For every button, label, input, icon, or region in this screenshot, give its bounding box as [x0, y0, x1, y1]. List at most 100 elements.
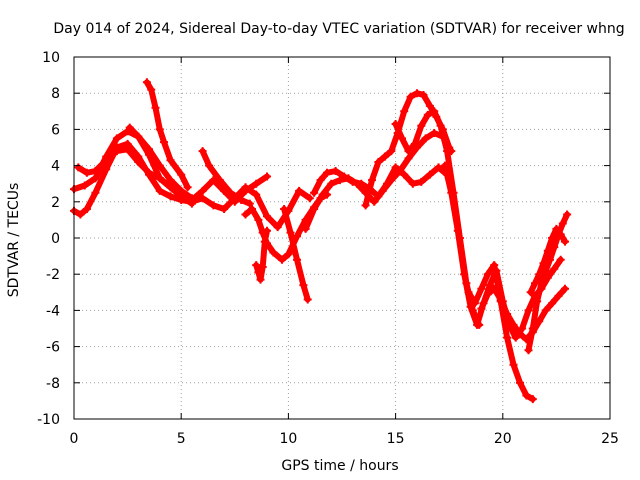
data-point-marker: [327, 179, 336, 188]
series-trace: [478, 285, 568, 343]
data-point-marker: [503, 310, 512, 318]
data-point-marker: [464, 288, 473, 297]
series-track-i: [280, 205, 312, 304]
data-point-marker: [198, 186, 207, 195]
data-point-marker: [490, 261, 499, 270]
data-point-marker: [417, 121, 426, 130]
data-point-marker: [82, 168, 91, 177]
data-point-marker: [348, 177, 357, 186]
data-point-marker: [91, 174, 100, 183]
data-point-marker: [421, 134, 430, 143]
data-point-marker: [331, 167, 340, 175]
data-point-marker: [340, 172, 349, 181]
data-point-marker: [102, 165, 111, 174]
data-point-marker: [509, 360, 518, 369]
data-point-marker: [561, 284, 569, 293]
series-track-e: [142, 78, 192, 192]
data-point-marker: [145, 145, 153, 154]
x-tick-label: 10: [279, 431, 297, 447]
series-track-d: [125, 123, 196, 203]
data-point-marker: [516, 378, 524, 387]
data-point-marker: [198, 194, 207, 203]
data-point-marker: [301, 224, 310, 233]
data-point-marker: [425, 101, 434, 110]
y-tick-label: -4: [46, 303, 60, 319]
data-point-marker: [357, 179, 366, 188]
data-point-marker: [516, 329, 524, 338]
y-tick-label: 8: [51, 86, 60, 102]
data-point-marker: [391, 163, 400, 172]
data-point-marker: [370, 197, 379, 206]
data-point-marker: [361, 201, 370, 210]
data-point-marker: [528, 324, 537, 333]
data-point-marker: [102, 156, 111, 165]
data-point-marker: [241, 210, 250, 219]
data-point-marker: [410, 139, 419, 148]
data-point-marker: [310, 188, 319, 197]
data-point-marker: [533, 297, 542, 306]
data-point-marker: [220, 205, 229, 213]
x-tick-label: 5: [177, 431, 186, 447]
data-point-marker: [254, 215, 263, 224]
data-point-marker: [477, 304, 486, 313]
data-point-marker: [561, 237, 569, 246]
x-tick-label: 20: [494, 431, 512, 447]
data-point-marker: [226, 188, 235, 197]
data-point-marker: [522, 391, 531, 400]
data-point-marker: [404, 147, 413, 156]
data-point-marker: [155, 125, 164, 134]
data-point-marker: [263, 212, 271, 221]
y-tick-labels: -10 -8 -6 -4 -2 0 2 4 6 8 10: [37, 50, 60, 428]
x-axis-label: GPS time / hours: [281, 458, 398, 474]
data-point-marker: [531, 279, 539, 288]
data-point-marker: [335, 176, 344, 185]
data-point-marker: [295, 186, 304, 195]
data-point-marker: [76, 210, 85, 219]
data-point-marker: [535, 270, 544, 279]
data-point-marker: [404, 154, 413, 163]
data-point-marker: [550, 264, 559, 273]
data-point-marker: [558, 219, 567, 228]
data-point-marker: [447, 188, 456, 197]
data-point-marker: [80, 181, 89, 190]
data-point-marker: [556, 230, 565, 239]
data-point-marker: [383, 179, 391, 188]
data-point-marker: [323, 168, 331, 177]
data-point-marker: [215, 176, 224, 185]
data-point-marker: [147, 85, 156, 94]
data-point-marker: [205, 161, 214, 170]
data-point-marker: [248, 205, 256, 213]
data-point-marker: [177, 170, 186, 179]
data-point-marker: [74, 163, 83, 172]
data-point-marker: [556, 255, 565, 264]
data-point-marker: [430, 129, 439, 137]
series-track-c: [74, 145, 196, 208]
data-series-group: [70, 78, 572, 404]
data-point-marker: [548, 299, 557, 308]
data-point-marker: [477, 284, 486, 293]
x-tick-label: 15: [387, 431, 405, 447]
data-point-marker: [453, 226, 462, 235]
data-point-marker: [374, 158, 383, 166]
data-point-marker: [278, 255, 286, 264]
data-point-marker: [263, 226, 271, 235]
data-point-marker: [256, 275, 265, 284]
data-point-marker: [400, 107, 409, 116]
data-point-marker: [155, 186, 164, 195]
data-point-marker: [123, 145, 132, 154]
data-point-marker: [252, 179, 261, 188]
data-point-marker: [466, 302, 475, 311]
data-point-marker: [258, 263, 267, 271]
data-point-marker: [245, 199, 254, 208]
data-point-marker: [434, 163, 443, 172]
data-point-marker: [490, 284, 499, 293]
data-point-marker: [112, 147, 121, 156]
data-point-marker: [305, 194, 314, 203]
data-point-marker: [443, 147, 452, 156]
data-point-marker: [413, 89, 421, 98]
data-point-marker: [436, 121, 445, 130]
data-point-marker: [303, 295, 312, 304]
data-point-marker: [548, 234, 557, 242]
data-point-marker: [485, 281, 494, 290]
